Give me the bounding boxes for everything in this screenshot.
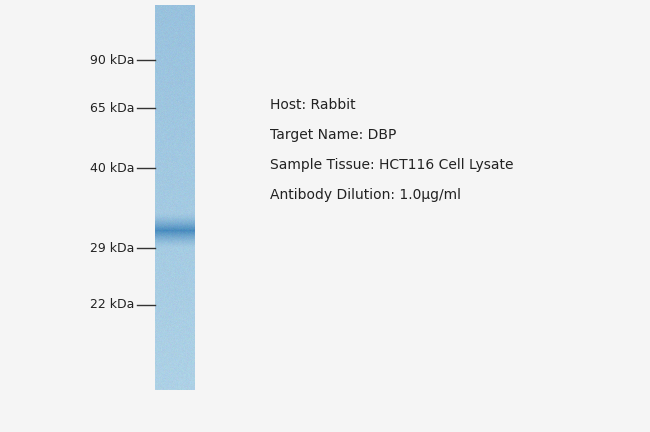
Text: Antibody Dilution: 1.0µg/ml: Antibody Dilution: 1.0µg/ml xyxy=(270,188,461,202)
Text: Host: Rabbit: Host: Rabbit xyxy=(270,98,356,112)
Text: Target Name: DBP: Target Name: DBP xyxy=(270,128,396,142)
Text: 40 kDa: 40 kDa xyxy=(90,162,134,175)
Text: 29 kDa: 29 kDa xyxy=(90,241,134,254)
Text: 90 kDa: 90 kDa xyxy=(90,54,134,67)
Text: 65 kDa: 65 kDa xyxy=(90,102,134,114)
Text: 22 kDa: 22 kDa xyxy=(90,299,134,311)
Text: Sample Tissue: HCT116 Cell Lysate: Sample Tissue: HCT116 Cell Lysate xyxy=(270,158,514,172)
